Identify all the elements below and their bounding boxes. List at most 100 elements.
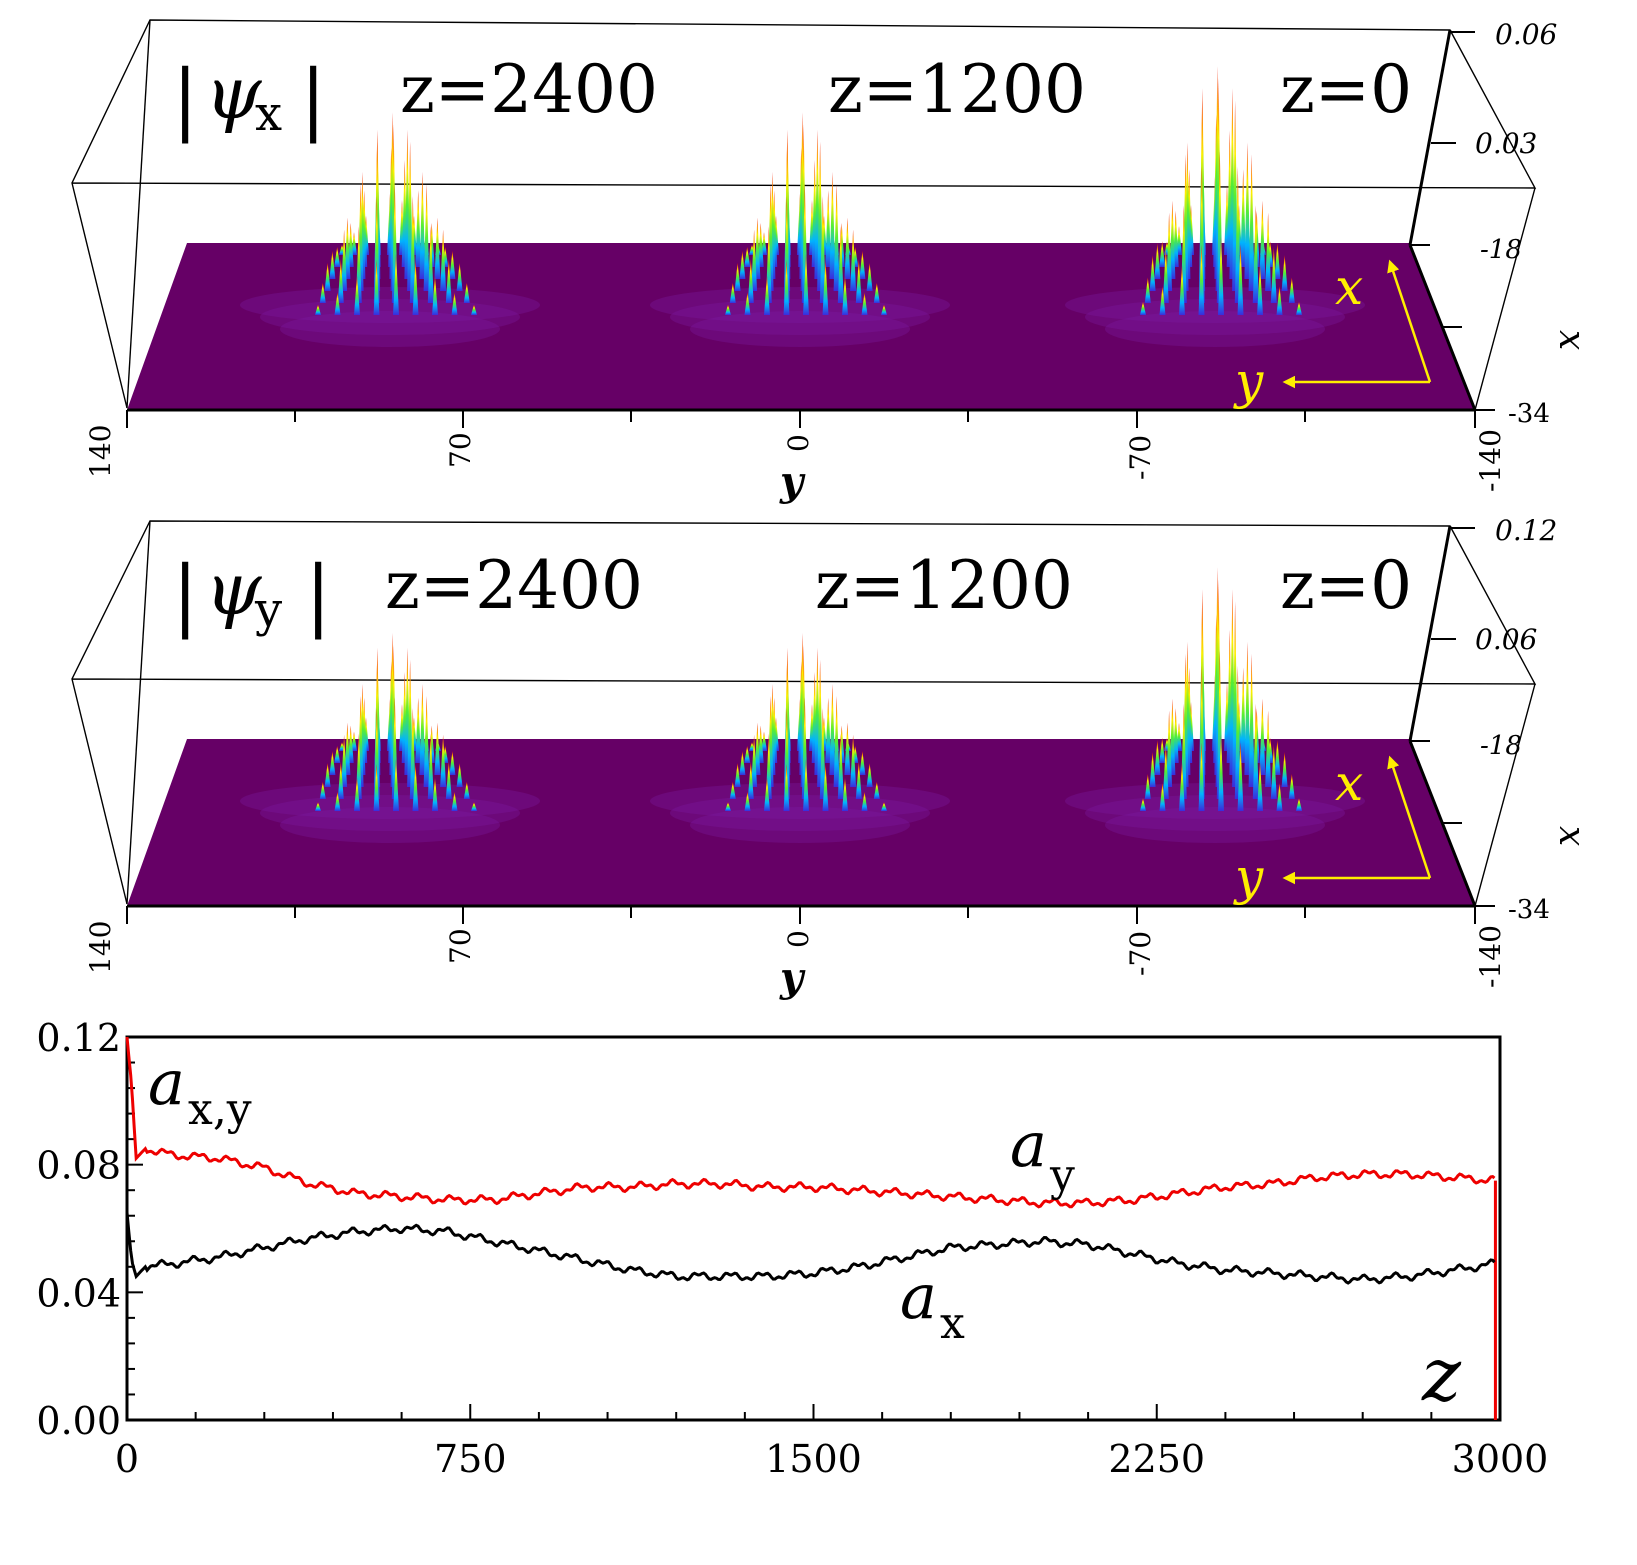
spike [1144,773,1151,799]
spike-group-0 [240,633,540,843]
spike [729,282,736,303]
y-tick-70: 70 [444,928,477,964]
spike [432,777,438,811]
psi-subscript: y [254,582,282,638]
spike [449,250,456,279]
spike [829,683,836,775]
y-tick-0: 0 [782,434,815,452]
y-tick-neg70: -70 [1124,931,1157,976]
spike [819,196,826,303]
spike [456,262,463,291]
spike [1237,244,1244,315]
spike [1240,667,1247,763]
y-ticks [126,906,1476,924]
series-line-a_x [125,1212,1496,1285]
abs-bar-left: | [172,550,198,640]
x-tick-label: 2250 [1108,1437,1205,1481]
z-tick-mid: 0.03 [1475,127,1537,160]
spike [825,190,832,267]
spike [1259,200,1266,279]
spike [1179,264,1185,315]
spike [334,292,341,315]
spike [334,745,341,763]
spike [344,722,351,775]
y-tick-label: 0.04 [36,1271,121,1315]
spike [1166,212,1173,291]
spike-group-2 [1065,66,1365,347]
spike [373,260,380,315]
spike [855,761,862,799]
spike [1234,665,1241,799]
spike [1252,205,1259,303]
y-tick-label: 0.12 [36,1016,121,1060]
ay-label-main: a [1010,1108,1047,1181]
spike [1237,742,1244,811]
spike [373,764,380,811]
spike-group-0 [240,112,540,347]
spike [1257,264,1263,315]
spike [419,683,426,775]
psi-subscript: x [255,86,282,142]
ripple [280,807,500,843]
spike [329,250,336,279]
abs-bar-right: | [305,550,331,640]
spike [866,763,873,787]
spike [1248,154,1255,291]
z-axis-line [1408,525,1452,742]
spike [423,184,430,291]
spike [844,722,851,775]
x-tick-bottom: -34 [1508,895,1550,925]
spike [319,781,326,799]
spike [783,196,790,303]
series-label-ax: a x [900,1260,965,1349]
spike [844,217,851,279]
spike [822,260,829,315]
spike [315,304,321,315]
spike [734,763,741,787]
ripple [1105,311,1325,347]
spike [747,761,754,799]
spike [1265,710,1272,787]
chart-tick-labels: 0 750 1500 2250 3000 0.00 0.04 0.08 0.12 [36,1016,1548,1481]
spike [1288,773,1295,799]
spike [1244,641,1251,775]
spike [319,282,326,303]
spike [1140,301,1146,315]
y-tick-neg140: -140 [1474,429,1507,492]
z-tick-top: 0.06 [1495,18,1557,51]
spike [463,781,470,799]
ylabel-main: a [148,1046,185,1119]
spike [764,777,770,811]
spike [445,259,452,303]
spike [393,253,399,315]
spike [451,292,458,315]
spike [1166,710,1173,787]
spike [783,707,790,799]
inset-axes: x y [1233,754,1432,906]
spike [754,217,761,279]
spike [409,707,416,799]
spike [822,764,829,811]
spike [434,722,441,775]
spike [783,764,790,811]
spike [744,292,751,315]
x-tick-label: 1500 [765,1437,862,1481]
ylabel: a x,y [148,1046,252,1135]
spike [734,262,741,291]
spike [751,734,758,787]
xlabel: z [1421,1332,1462,1418]
spike [1270,246,1277,303]
y-axis-title: y [779,954,806,1001]
spike [449,751,456,775]
z-axis-line [1408,29,1452,246]
spike [393,758,399,811]
inset-x-label: x [1335,258,1363,316]
x-tick-label: 750 [434,1437,507,1481]
panel-psi-y: | ψ y | z=2400 z=1200 z=0 0.12 0.06 -18 … [71,514,1592,1001]
spike [341,734,348,787]
spike [1159,286,1166,315]
spike [881,802,887,811]
spike [1218,734,1224,811]
spike [440,734,447,787]
